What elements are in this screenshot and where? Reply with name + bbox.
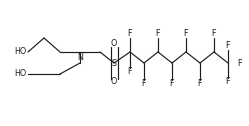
Text: F: F	[128, 67, 132, 75]
Text: F: F	[237, 58, 242, 68]
Text: O: O	[111, 77, 117, 87]
Text: O: O	[111, 39, 117, 49]
Text: S: S	[112, 58, 117, 68]
Text: F: F	[128, 29, 132, 39]
Text: F: F	[212, 29, 216, 39]
Text: N: N	[77, 54, 83, 62]
Text: HO: HO	[14, 48, 26, 56]
Text: F: F	[226, 77, 230, 87]
Text: F: F	[198, 80, 202, 88]
Text: F: F	[170, 80, 174, 88]
Text: F: F	[184, 29, 188, 39]
Text: F: F	[156, 29, 160, 39]
Text: HO: HO	[14, 70, 26, 78]
Text: F: F	[142, 80, 146, 88]
Text: F: F	[226, 40, 230, 50]
